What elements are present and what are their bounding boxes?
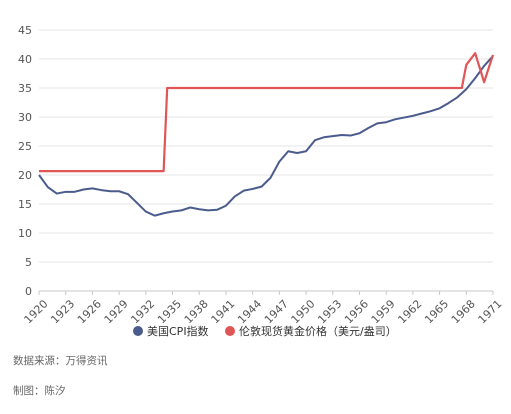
x-tick-label: 1935 [155,297,184,326]
y-tick-label: 25 [18,140,32,153]
y-tick-label: 10 [18,227,32,240]
y-tick-label: 45 [18,24,32,37]
x-tick-label: 1950 [289,297,318,326]
x-tick-label: 1923 [48,297,77,326]
plot-lines [38,52,495,217]
y-tick-label: 40 [18,53,32,66]
y-axis: 0 5 10 15 20 25 30 35 40 45 [18,24,32,298]
x-tick-label: 1965 [422,297,451,326]
x-tick-label: 1962 [395,297,424,326]
x-tick-label: 1938 [182,297,211,326]
x-tick-label: 1947 [262,297,291,326]
gold-price-line [39,52,495,173]
legend-label-cpi: 美国CPI指数 [147,324,209,338]
maker-note: 制图：陈汐 [13,385,66,397]
y-tick-label: 30 [18,111,32,124]
y-tick-label: 20 [18,169,32,182]
x-tick-label: 1971 [476,297,505,326]
legend-item-cpi[interactable]: 美国CPI指数 [133,324,209,338]
cpi-line [38,55,494,217]
x-tick-label: 1920 [22,297,51,326]
legend-item-gold[interactable]: 伦敦现货黄金价格（美元/盎司） [225,324,397,338]
x-tick-label: 1929 [102,297,131,326]
x-tick-label: 1959 [369,297,398,326]
x-tick-label: 1941 [209,297,238,326]
source-note: 数据来源：万得资讯 [13,355,108,367]
legend: 美国CPI指数 伦敦现货黄金价格（美元/盎司） [133,324,397,338]
x-tick-label: 1932 [128,297,157,326]
x-tick-label: 1944 [235,297,264,326]
grid-lines [39,29,493,292]
legend-label-gold: 伦敦现货黄金价格（美元/盎司） [239,324,397,338]
x-tick-label: 1953 [315,297,344,326]
y-tick-label: 35 [18,82,32,95]
x-tick-label: 1926 [75,297,104,326]
x-tick-label: 1956 [342,297,371,326]
x-axis: 1920192319261929193219351938194119441947… [22,291,505,326]
y-tick-label: 15 [18,198,32,211]
y-tick-label: 0 [25,285,32,298]
legend-marker-cpi [133,326,143,336]
x-tick-label: 1968 [449,297,478,326]
y-tick-label: 5 [25,256,32,269]
legend-marker-gold [225,326,235,336]
